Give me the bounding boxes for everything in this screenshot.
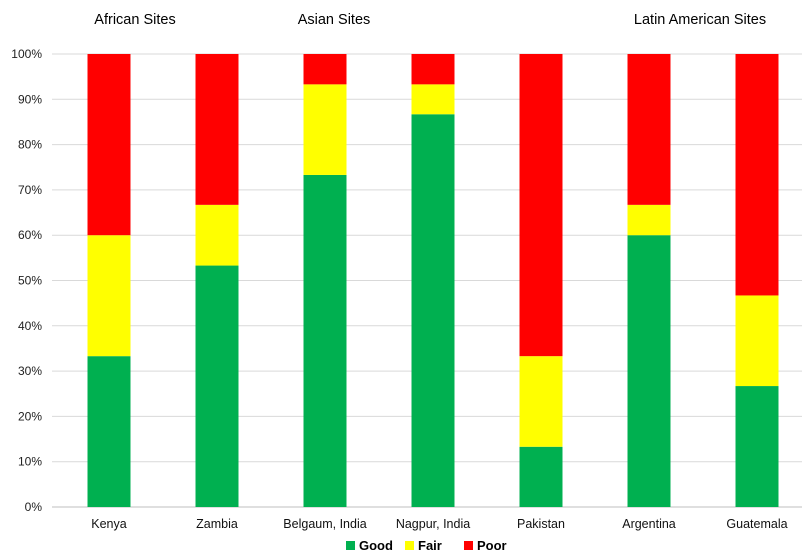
y-tick-label: 10% — [18, 455, 42, 469]
x-tick-label: Belgaum, India — [283, 517, 366, 531]
x-tick-label: Zambia — [196, 517, 238, 531]
legend-swatch-good — [346, 541, 355, 550]
bar-segment-fair — [303, 84, 347, 175]
y-tick-label: 30% — [18, 364, 42, 378]
y-tick-label: 50% — [18, 274, 42, 288]
bar-segment-poor — [303, 54, 347, 85]
bar-segment-fair — [735, 295, 779, 387]
legend-swatch-fair — [405, 541, 414, 550]
bar-segment-fair — [195, 204, 239, 266]
bar-segment-good — [195, 265, 239, 507]
bar-segment-poor — [627, 54, 671, 205]
y-tick-label: 100% — [11, 47, 42, 61]
y-tick-label: 70% — [18, 183, 42, 197]
region-group-label: Asian Sites — [298, 12, 371, 28]
region-group-label: African Sites — [94, 12, 175, 28]
bar-segment-good — [411, 114, 455, 508]
x-tick-label: Argentina — [622, 517, 676, 531]
bar-segment-poor — [519, 54, 563, 357]
bar-segment-fair — [411, 84, 455, 115]
bar-segment-good — [87, 356, 131, 507]
bar-segment-poor — [195, 54, 239, 205]
legend-label: Fair — [418, 538, 442, 553]
y-tick-label: 90% — [18, 92, 42, 106]
y-tick-label: 0% — [25, 500, 43, 514]
bar-segment-poor — [411, 54, 455, 85]
legend-label: Good — [359, 538, 393, 553]
bar-segment-fair — [627, 204, 671, 236]
y-tick-label: 40% — [18, 319, 42, 333]
legend-label: Poor — [477, 538, 507, 553]
bar-segment-poor — [87, 54, 131, 236]
region-group-label: Latin American Sites — [634, 12, 766, 28]
x-tick-label: Pakistan — [517, 517, 565, 531]
bar-segment-fair — [87, 235, 131, 357]
bar-segment-good — [627, 235, 671, 507]
y-tick-label: 60% — [18, 228, 42, 242]
y-tick-label: 20% — [18, 409, 42, 423]
x-tick-label: Nagpur, India — [396, 517, 470, 531]
bar-segment-good — [303, 174, 347, 508]
y-tick-label: 80% — [18, 138, 42, 152]
x-tick-label: Guatemala — [726, 517, 787, 531]
x-tick-label: Kenya — [91, 517, 126, 531]
bar-segment-good — [519, 446, 563, 507]
legend-swatch-poor — [464, 541, 473, 550]
bar-segment-poor — [735, 54, 779, 296]
bar-segment-fair — [519, 356, 563, 447]
bar-segment-good — [735, 386, 779, 507]
